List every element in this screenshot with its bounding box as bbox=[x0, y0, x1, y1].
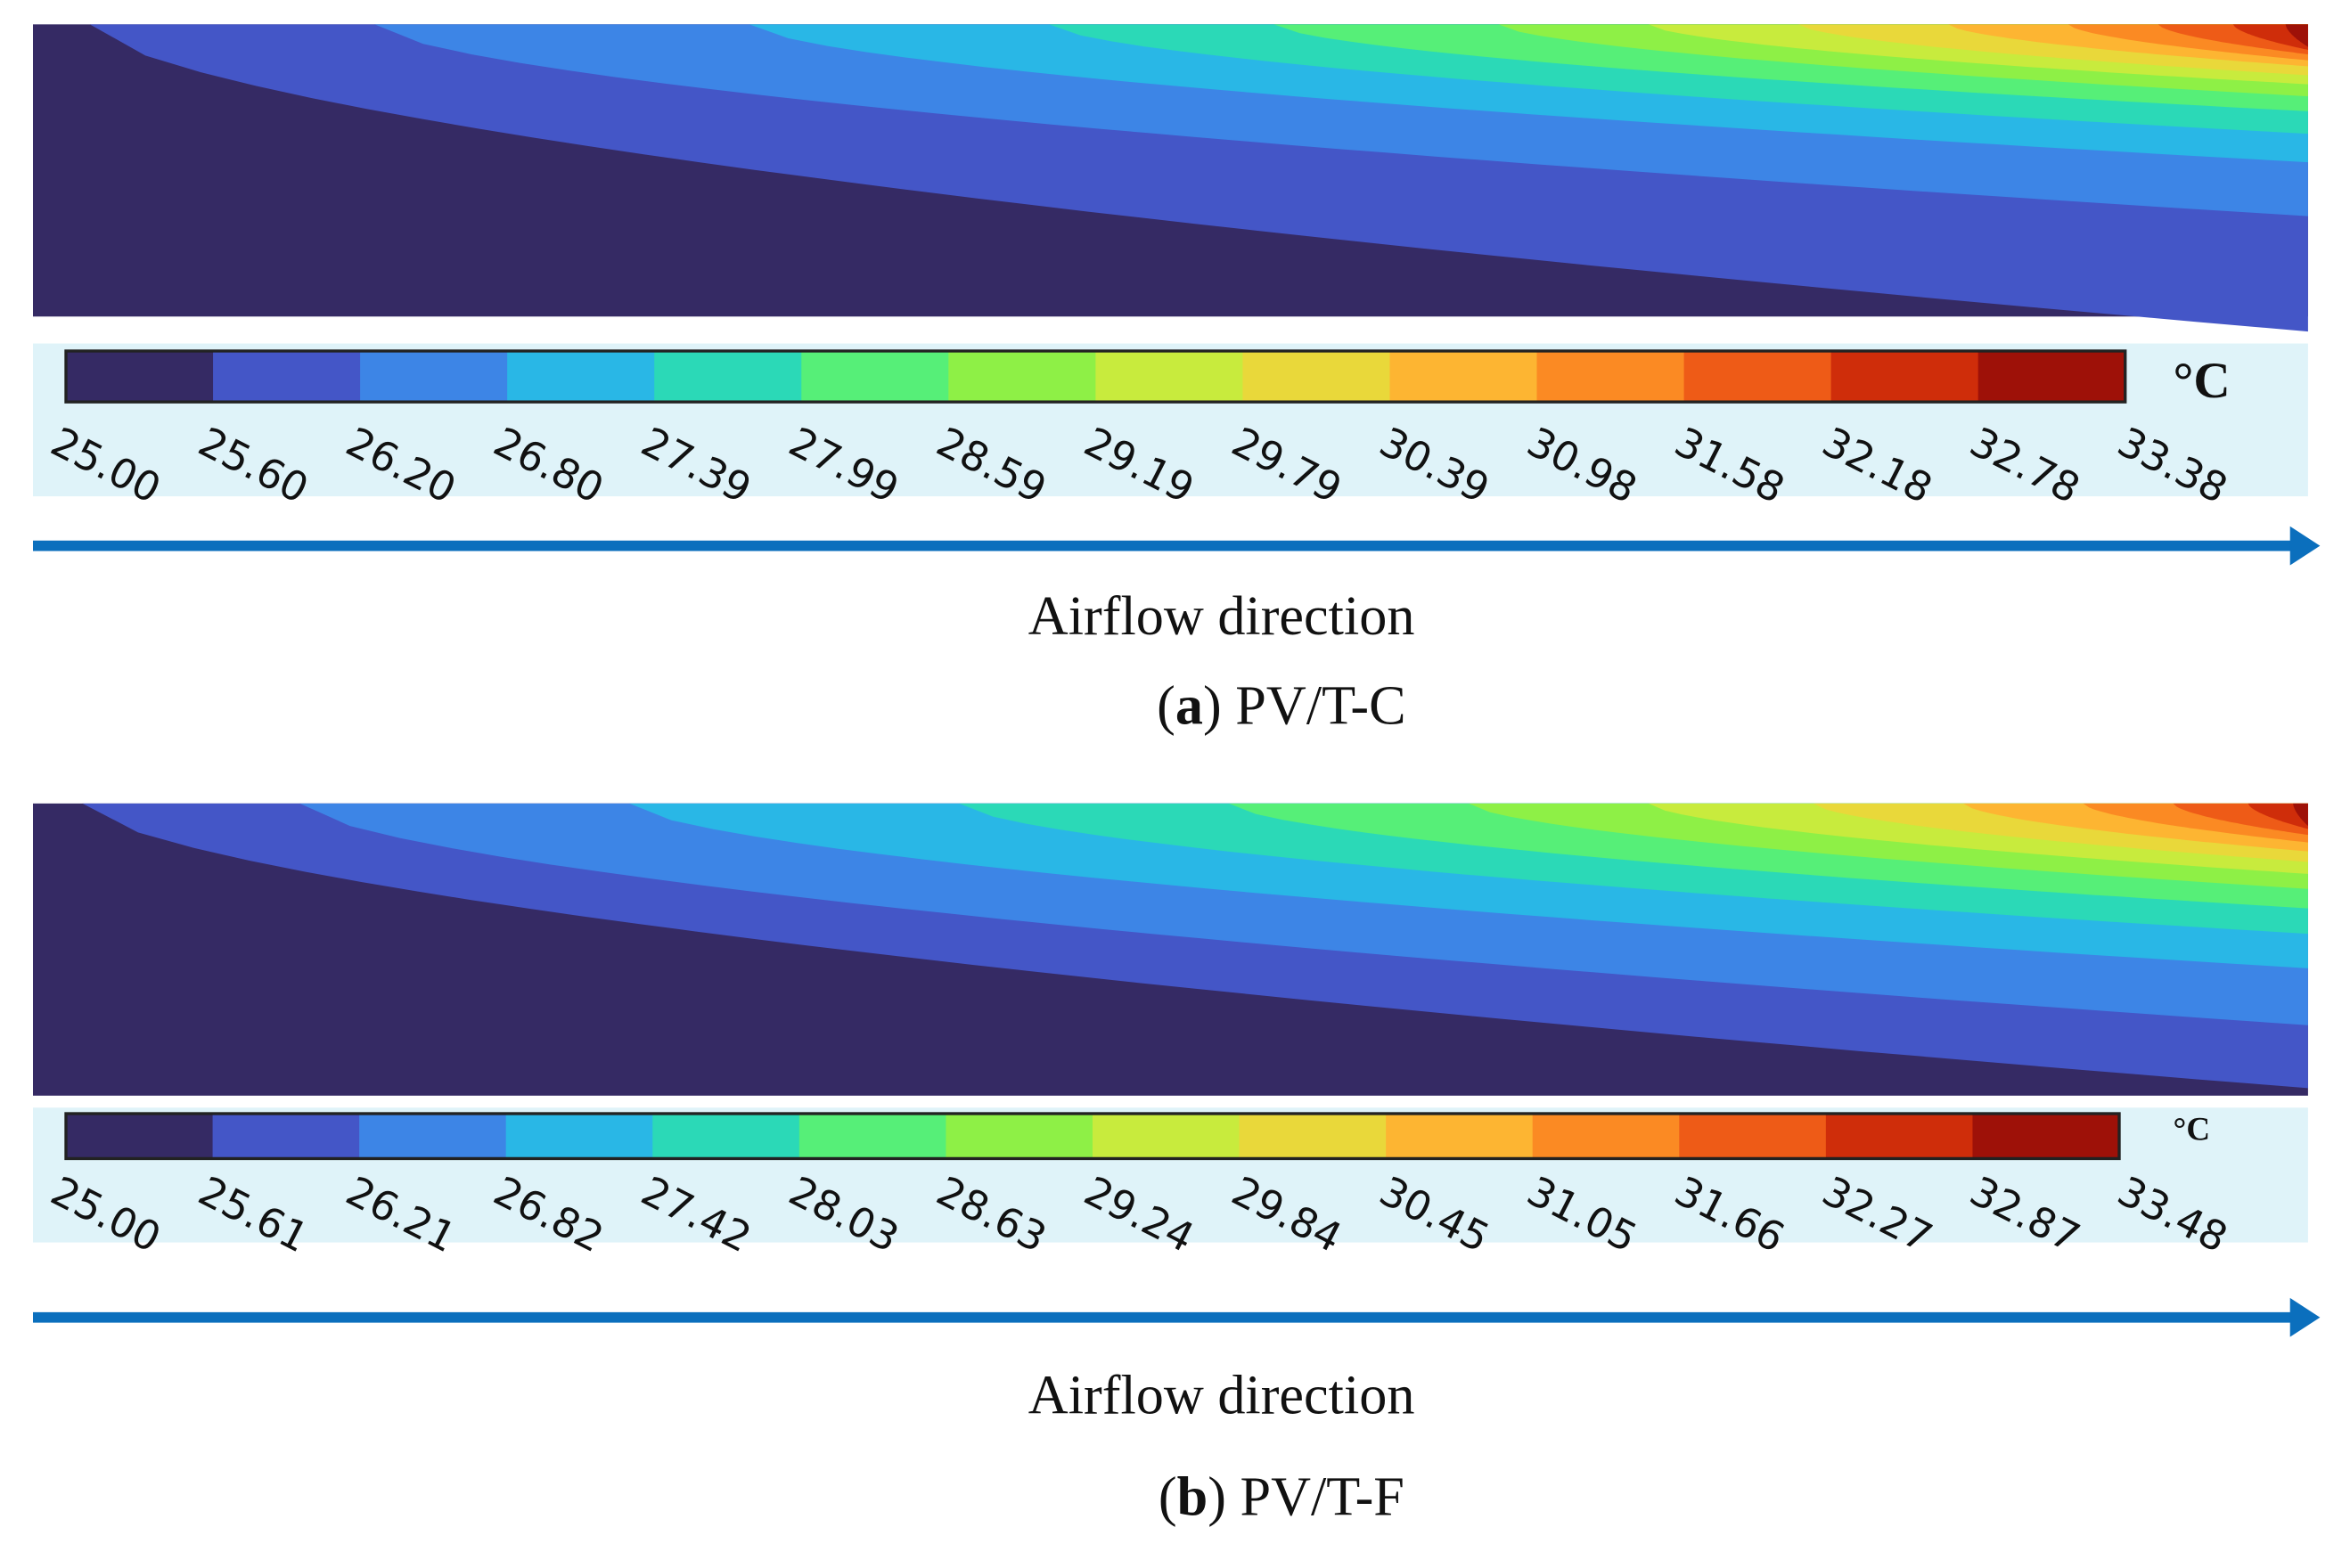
colorbar-swatch bbox=[1972, 1113, 2120, 1159]
caption-part: ) PV/T-C bbox=[1203, 676, 1406, 737]
caption-part: ) PV/T-F bbox=[1208, 1467, 1404, 1528]
colorbar-swatch bbox=[505, 1113, 654, 1159]
colorbar-swatch bbox=[948, 350, 1097, 403]
colorbar-swatch bbox=[946, 1113, 1093, 1159]
colorbar-swatch bbox=[801, 350, 950, 403]
colorbar-swatch bbox=[652, 1113, 800, 1159]
contour-band bbox=[2285, 24, 2308, 47]
contour-plot bbox=[32, 803, 2308, 1096]
colorbar-swatch bbox=[1386, 1113, 1534, 1159]
caption: (a) PV/T-C bbox=[1157, 676, 1405, 737]
airflow-arrowhead bbox=[2289, 526, 2321, 566]
colorbar-swatch bbox=[654, 350, 803, 403]
colorbar-swatch bbox=[65, 350, 214, 403]
colorbar-unit: °C bbox=[2174, 353, 2231, 409]
colorbar-swatch bbox=[1093, 1113, 1241, 1159]
colorbar-swatch bbox=[1830, 350, 1979, 403]
colorbar-swatch bbox=[798, 1113, 947, 1159]
caption: (b) PV/T-F bbox=[1159, 1467, 1404, 1528]
caption-part: ( bbox=[1157, 676, 1175, 737]
colorbar-swatch bbox=[1825, 1113, 1974, 1159]
colorbar-swatch bbox=[360, 350, 508, 403]
contour-band bbox=[2248, 803, 2308, 829]
colorbar-swatch bbox=[1095, 350, 1244, 403]
colorbar-unit: °C bbox=[2174, 1112, 2211, 1148]
colorbar-swatch bbox=[1532, 1113, 1681, 1159]
colorbar-swatch bbox=[1239, 1113, 1387, 1159]
colorbar-swatch bbox=[1679, 1113, 1827, 1159]
airflow-arrowhead bbox=[2289, 1297, 2321, 1337]
caption-part: ( bbox=[1159, 1467, 1177, 1528]
contour-band bbox=[2293, 803, 2308, 827]
colorbar-swatch bbox=[1389, 350, 1538, 403]
colorbar-swatch bbox=[359, 1113, 507, 1159]
contour-plot bbox=[32, 24, 2308, 332]
colorbar-swatch bbox=[213, 350, 361, 403]
caption-part: b bbox=[1177, 1467, 1208, 1528]
arrow-label: Airflow direction bbox=[1028, 586, 1415, 647]
colorbar-swatch bbox=[1242, 350, 1391, 403]
colorbar-swatch bbox=[212, 1113, 360, 1159]
arrow-label: Airflow direction bbox=[1028, 1365, 1415, 1425]
colorbar-swatch bbox=[1683, 350, 1832, 403]
colorbar-frame bbox=[64, 349, 2127, 404]
colorbar-frame bbox=[64, 1112, 2121, 1161]
colorbar-swatch bbox=[1536, 350, 1685, 403]
colorbar-swatch bbox=[65, 1113, 214, 1159]
colorbar-swatch bbox=[1977, 350, 2126, 403]
caption-part: a bbox=[1175, 676, 1203, 737]
colorbar-swatch bbox=[507, 350, 656, 403]
